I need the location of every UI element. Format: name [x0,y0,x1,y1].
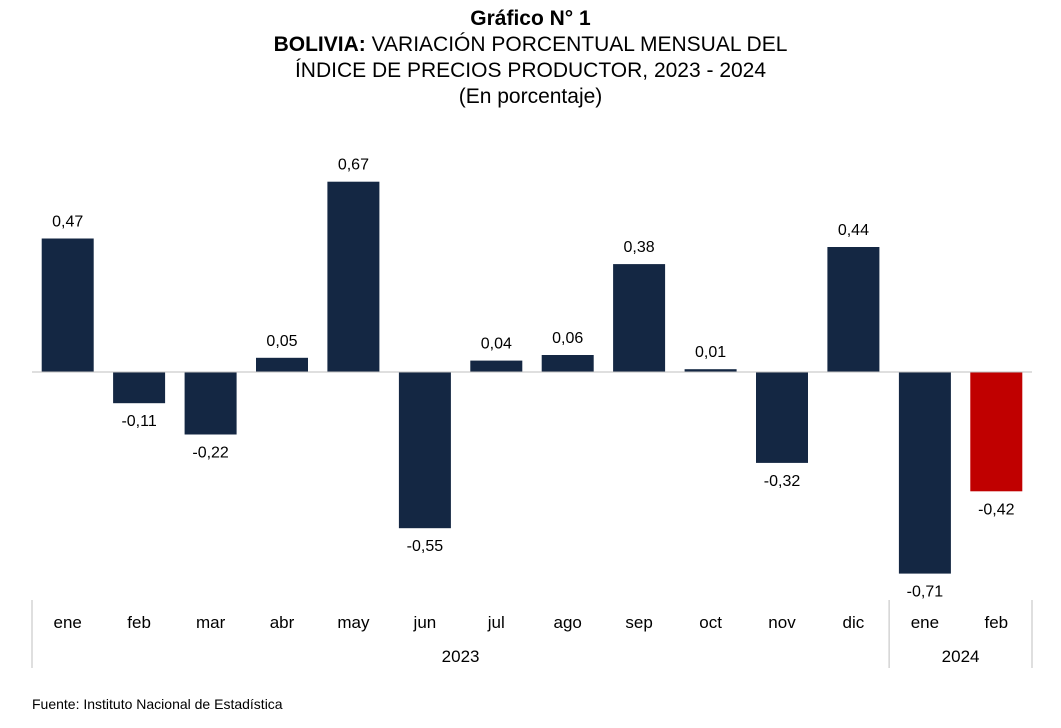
bar-2 [184,372,237,435]
bar-4 [327,181,380,372]
category-label-5: jun [413,613,437,632]
data-label-0: 0,47 [52,214,83,231]
category-label-6: jul [487,613,505,632]
category-label-10: nov [768,613,796,632]
category-label-2: mar [196,613,226,632]
data-label-6: 0,04 [481,336,512,353]
data-label-4: 0,67 [338,157,369,174]
bar-8 [613,264,666,372]
bar-chart: 0,47 ene -0,11 feb -0,22 mar 0,05 abr 0,67 may -0,… [31,157,1033,668]
title-line1-text: VARIACIÓN PORCENTUAL MENSUAL DEL [365,33,788,56]
group-label-2023: 2023 [442,647,480,666]
category-label-1: feb [127,613,151,632]
bar-13 [970,372,1023,492]
bar-9 [684,369,737,372]
figure-label: Gráfico N° 1 [470,7,591,30]
group-label-2024: 2024 [942,647,980,666]
data-label-5: -0,55 [407,538,444,555]
bar-12 [898,372,951,574]
data-label-10: -0,32 [764,473,801,490]
data-label-2: -0,22 [192,445,229,462]
data-label-8: 0,38 [624,239,655,256]
bar-10 [756,372,808,463]
data-label-13: -0,42 [978,501,1015,518]
category-label-3: abr [270,613,295,632]
bar-7 [541,355,594,372]
chart-subtitle: (En porcentaje) [458,85,603,108]
data-label-12: -0,71 [907,584,944,601]
category-label-12: ene [911,613,939,632]
bar-0 [41,238,94,372]
bar-5 [398,372,451,529]
data-label-11: 0,44 [838,222,869,239]
data-label-7: 0,06 [552,330,583,347]
chart-title-line1: BOLIVIA: VARIACIÓN PORCENTUAL MENSUAL DE… [0,32,1061,58]
category-label-4: may [337,613,370,632]
source-note: Fuente: Instituto Nacional de Estadístic… [32,696,283,712]
bar-3 [256,357,308,372]
category-label-8: sep [625,613,652,632]
data-label-1: -0,11 [121,413,156,430]
data-label-3: 0,05 [266,333,297,350]
category-label-9: oct [699,613,722,632]
category-label-7: ago [554,613,582,632]
bar-6 [470,360,523,372]
chart-title-line2: ÍNDICE DE PRECIOS PRODUCTOR, 2023 - 2024 [294,59,767,82]
chart-title-block: Gráfico N° 1 BOLIVIA: VARIACIÓN PORCENTU… [0,6,1061,110]
data-label-9: 0,01 [695,344,726,361]
bar-11 [827,247,880,372]
title-country: BOLIVIA: [273,33,366,56]
category-label-0: ene [54,613,82,632]
bar-1 [113,372,166,404]
category-label-13: feb [984,613,1008,632]
category-label-11: dic [843,613,865,632]
